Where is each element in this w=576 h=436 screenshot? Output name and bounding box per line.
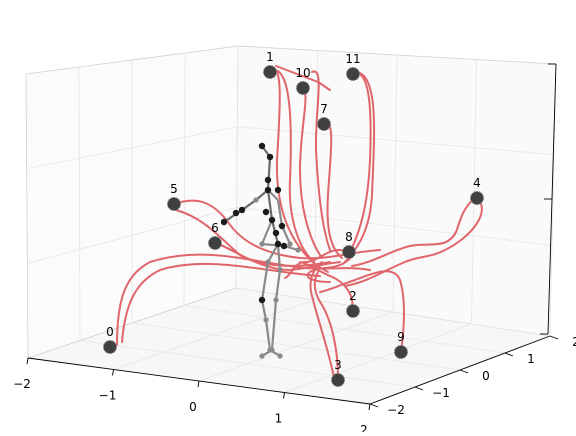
y-tick-mark xyxy=(370,404,378,407)
marker-label: 5 xyxy=(170,182,178,196)
x-tick-label: −1 xyxy=(99,389,117,403)
x-tick-label: 0 xyxy=(189,400,197,414)
marker-4 xyxy=(471,192,484,205)
x-tick-mark xyxy=(369,404,370,410)
skeleton-joint xyxy=(281,243,287,249)
x-tick-mark xyxy=(27,358,28,364)
skeleton-joint xyxy=(295,247,300,252)
y-tick-mark xyxy=(460,370,468,373)
y-tick-label: −2 xyxy=(387,403,405,417)
skeleton-joint xyxy=(273,297,278,302)
skeleton-joint xyxy=(239,207,245,213)
marker-6 xyxy=(209,237,222,250)
skeleton-joint xyxy=(265,177,271,183)
marker-label: 2 xyxy=(349,289,357,303)
y-tick-mark xyxy=(550,336,558,339)
marker-label: 1 xyxy=(266,50,274,64)
marker-label: 7 xyxy=(320,102,328,116)
marker-7 xyxy=(318,118,331,131)
skeleton-joint xyxy=(265,259,270,264)
marker-2 xyxy=(347,305,360,318)
skeleton-joint xyxy=(267,347,272,352)
marker-label: 4 xyxy=(473,176,481,190)
marker-10 xyxy=(297,82,310,95)
skeleton-joint xyxy=(279,223,285,229)
y-tick-label: −1 xyxy=(432,386,450,400)
marker-label: 8 xyxy=(345,230,353,244)
skeleton-joint xyxy=(273,230,279,236)
skeleton-joint xyxy=(275,241,281,247)
marker-label: 3 xyxy=(334,358,342,372)
x-tick-mark xyxy=(198,381,199,387)
skeleton-joint xyxy=(233,210,239,216)
skeleton-joint xyxy=(275,187,281,193)
back-wall-pane xyxy=(236,46,556,336)
x-tick-label: 1 xyxy=(275,412,283,426)
marker-5 xyxy=(168,198,181,211)
y-tick-label: 1 xyxy=(527,352,535,366)
skeleton-joint xyxy=(265,187,271,193)
marker-11 xyxy=(347,68,360,81)
y-tick-label: 0 xyxy=(482,369,490,383)
marker-1 xyxy=(264,66,277,79)
marker-9 xyxy=(395,346,408,359)
x-tick-label: 2 xyxy=(360,423,368,432)
skeleton-joint xyxy=(263,317,268,322)
marker-8 xyxy=(343,246,356,259)
x-tick-label: −2 xyxy=(13,377,31,391)
y-tick-mark xyxy=(415,387,423,390)
marker-label: 0 xyxy=(106,325,114,339)
y-tick-mark xyxy=(505,353,513,356)
skeleton-joint xyxy=(287,241,292,246)
skeleton-joint xyxy=(259,241,264,246)
skeleton-joint xyxy=(259,353,264,358)
marker-label: 10 xyxy=(295,66,310,80)
skeleton-joint xyxy=(277,267,282,272)
skeleton-joint xyxy=(221,219,227,225)
skeleton-joint xyxy=(267,154,273,160)
skeleton-joint xyxy=(269,217,275,223)
marker-label: 11 xyxy=(345,52,360,66)
skeleton-joint xyxy=(259,297,265,303)
skeleton-joint xyxy=(259,143,265,149)
marker-3 xyxy=(332,374,345,387)
x-tick-mark xyxy=(284,393,285,399)
skeleton-joint xyxy=(253,197,258,202)
x-tick-mark xyxy=(113,370,114,376)
marker-0 xyxy=(104,341,117,354)
skeleton-joint xyxy=(263,209,269,215)
skeleton-joint xyxy=(277,353,282,358)
marker-label: 6 xyxy=(211,221,219,235)
marker-label: 9 xyxy=(397,330,405,344)
y-tick-label: 2 xyxy=(572,335,576,349)
